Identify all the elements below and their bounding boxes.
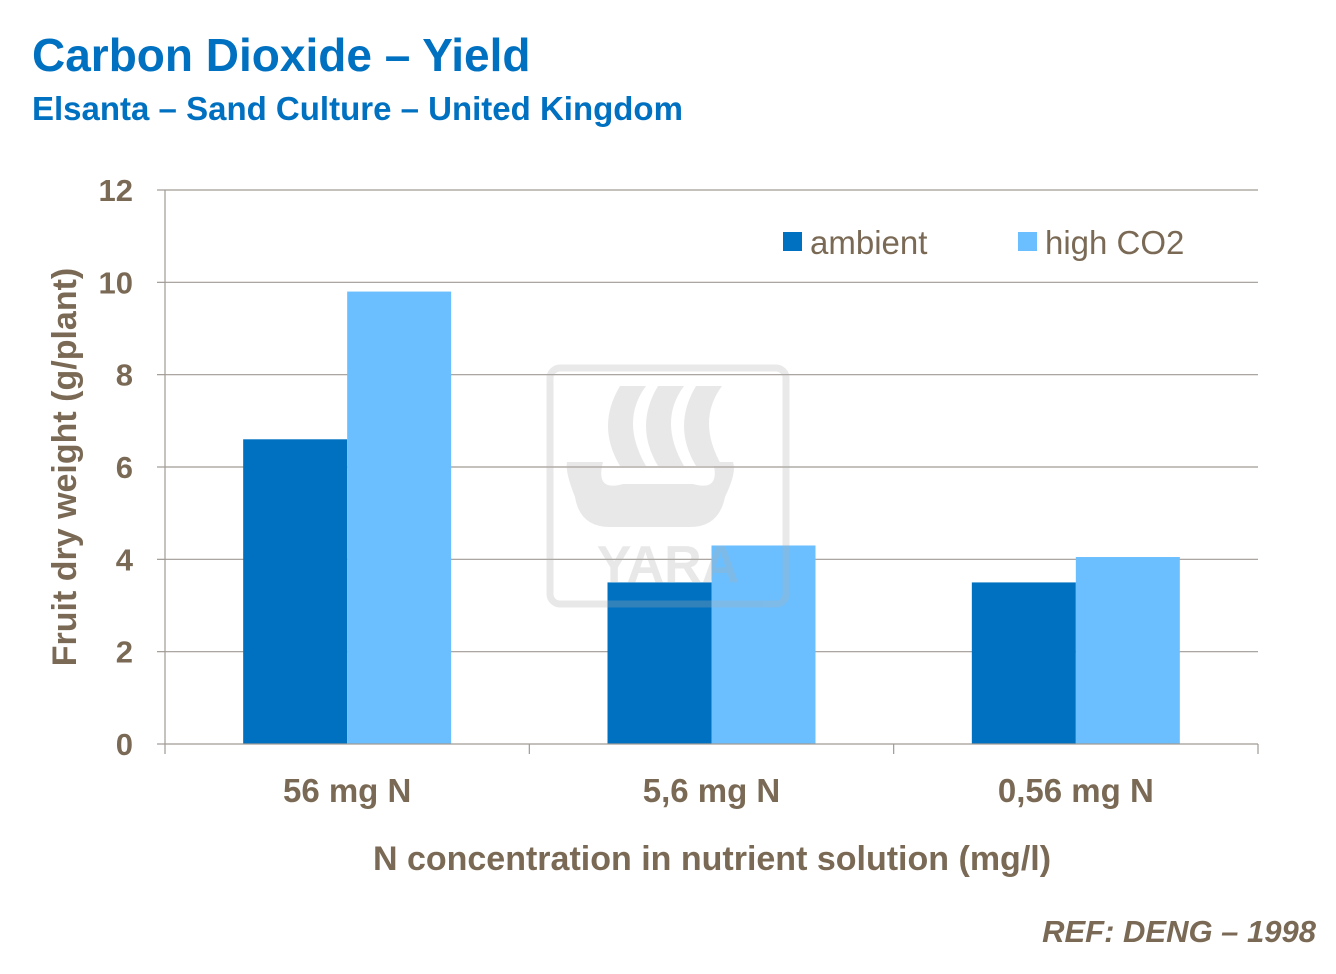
y-axis-label: Fruit dry weight (g/plant) xyxy=(46,268,84,667)
x-tick-label: 0,56 mg N xyxy=(998,772,1154,809)
y-tick-label: 6 xyxy=(116,450,133,485)
bar-high-co2 xyxy=(711,545,816,744)
x-axis-label: N concentration in nutrient solution (mg… xyxy=(373,840,1051,878)
watermark-text: YARA xyxy=(597,536,740,594)
page-title: Carbon Dioxide – Yield xyxy=(32,29,531,81)
x-tick-label: 56 mg N xyxy=(283,772,411,809)
bar-ambient xyxy=(971,582,1076,744)
legend-label: high CO2 xyxy=(1045,224,1184,261)
bar-ambient xyxy=(243,439,348,744)
y-tick-label: 2 xyxy=(116,635,133,670)
legend-label: ambient xyxy=(810,224,927,261)
y-tick-label: 8 xyxy=(116,358,133,393)
yara-logo-watermark xyxy=(546,364,790,608)
legend-swatch xyxy=(783,232,802,251)
y-tick-label: 4 xyxy=(116,542,134,577)
bar-high-co2 xyxy=(347,291,452,744)
x-tick-label: 5,6 mg N xyxy=(643,772,781,809)
page-subtitle: Elsanta – Sand Culture – United Kingdom xyxy=(32,90,683,127)
y-tick-label: 12 xyxy=(99,173,133,208)
bar-ambient xyxy=(607,582,712,744)
y-tick-label: 0 xyxy=(116,727,133,762)
reference: REF: DENG – 1998 xyxy=(1042,914,1316,949)
bar-high-co2 xyxy=(1075,557,1180,744)
legend-swatch xyxy=(1018,232,1037,251)
y-tick-label: 10 xyxy=(99,265,133,300)
